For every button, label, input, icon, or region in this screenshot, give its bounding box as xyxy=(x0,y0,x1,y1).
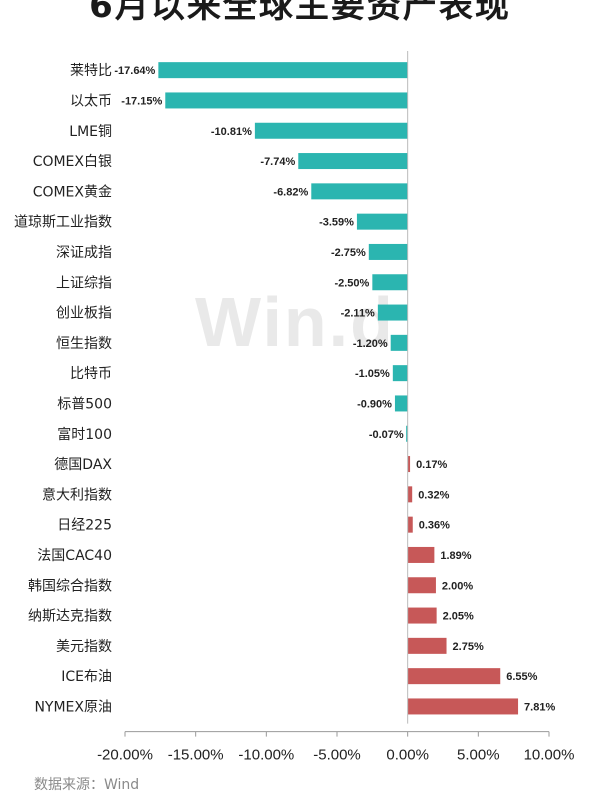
category-label: 日经225 xyxy=(57,518,112,534)
category-label: 标普500 xyxy=(57,396,112,412)
data-label: -1.20% xyxy=(353,338,388,350)
x-tick-label: -20.00% xyxy=(97,747,153,764)
data-label: 2.75% xyxy=(453,641,484,653)
bar xyxy=(407,546,435,563)
x-tick-label: -15.00% xyxy=(168,747,224,764)
category-label: NYMEX原油 xyxy=(34,699,112,715)
bar xyxy=(356,213,408,230)
data-label: -17.64% xyxy=(114,65,155,77)
bar xyxy=(394,395,408,412)
category-label: ICE布油 xyxy=(61,669,112,685)
source-note: 数据来源：Wind xyxy=(34,777,140,793)
data-label: -2.75% xyxy=(331,247,366,259)
category-label: 美元指数 xyxy=(56,639,112,655)
bar xyxy=(407,698,519,715)
data-label: -3.59% xyxy=(319,217,354,229)
bar xyxy=(392,365,408,382)
x-tick-label: 0.00% xyxy=(386,747,429,764)
bar xyxy=(407,668,501,685)
x-tick-label: -10.00% xyxy=(238,747,294,764)
category-label: 莱特比 xyxy=(70,63,112,79)
data-label: -7.74% xyxy=(260,156,295,168)
x-tick-label: 5.00% xyxy=(457,747,500,764)
bar xyxy=(254,122,408,139)
data-label: -6.82% xyxy=(273,186,308,198)
category-label: 法国CAC40 xyxy=(37,548,112,564)
bar xyxy=(377,304,408,321)
bar xyxy=(407,607,437,624)
category-label: 以太币 xyxy=(70,93,112,109)
data-label: -0.07% xyxy=(369,429,404,441)
data-label: -1.05% xyxy=(355,368,390,380)
data-label: 2.05% xyxy=(443,611,474,623)
bar xyxy=(407,486,413,503)
category-label: 恒生指数 xyxy=(56,336,112,352)
data-label: 7.81% xyxy=(524,701,555,713)
data-label: -17.15% xyxy=(121,95,162,107)
x-tick-label: -5.00% xyxy=(313,747,361,764)
data-label: 0.17% xyxy=(416,459,447,471)
bar xyxy=(407,637,447,654)
category-label: 上证综指 xyxy=(56,275,112,291)
category-label: 创业板指 xyxy=(56,306,112,322)
category-label: 意大利指数 xyxy=(42,486,112,503)
category-label: COMEX黄金 xyxy=(33,183,112,200)
bar xyxy=(390,334,408,351)
data-label: 0.36% xyxy=(419,520,450,532)
data-label: -2.11% xyxy=(341,308,375,320)
category-label: 德国DAX xyxy=(54,457,112,473)
data-label: 1.89% xyxy=(440,550,471,562)
bar xyxy=(311,183,408,200)
bar xyxy=(407,516,413,533)
category-label: 纳斯达克指数 xyxy=(28,609,112,625)
bar xyxy=(406,425,408,442)
bar xyxy=(407,456,411,473)
bar xyxy=(372,274,408,291)
watermark: Win.d xyxy=(195,283,395,361)
category-label: 道琼斯工业指数 xyxy=(14,215,112,231)
category-label: 韩国综合指数 xyxy=(28,578,112,594)
category-label: 富时100 xyxy=(57,426,112,443)
data-label: -2.50% xyxy=(334,277,369,289)
bar xyxy=(407,577,436,594)
data-label: 0.32% xyxy=(418,489,449,501)
bar xyxy=(158,62,408,79)
category-label: COMEX白银 xyxy=(33,154,112,170)
data-label: -0.90% xyxy=(357,398,392,410)
bar xyxy=(165,92,408,109)
chart-title: 6月以来全球主要资产表现 xyxy=(89,0,511,26)
x-tick-label: 10.00% xyxy=(524,747,575,764)
data-label: 2.00% xyxy=(442,580,473,592)
data-label: -10.81% xyxy=(211,126,252,138)
bar xyxy=(368,243,408,260)
category-label: 比特币 xyxy=(70,366,112,382)
category-label: 深证成指 xyxy=(56,245,112,261)
data-label: 6.55% xyxy=(506,671,537,683)
category-label: LME铜 xyxy=(69,124,112,140)
bar xyxy=(298,153,408,170)
